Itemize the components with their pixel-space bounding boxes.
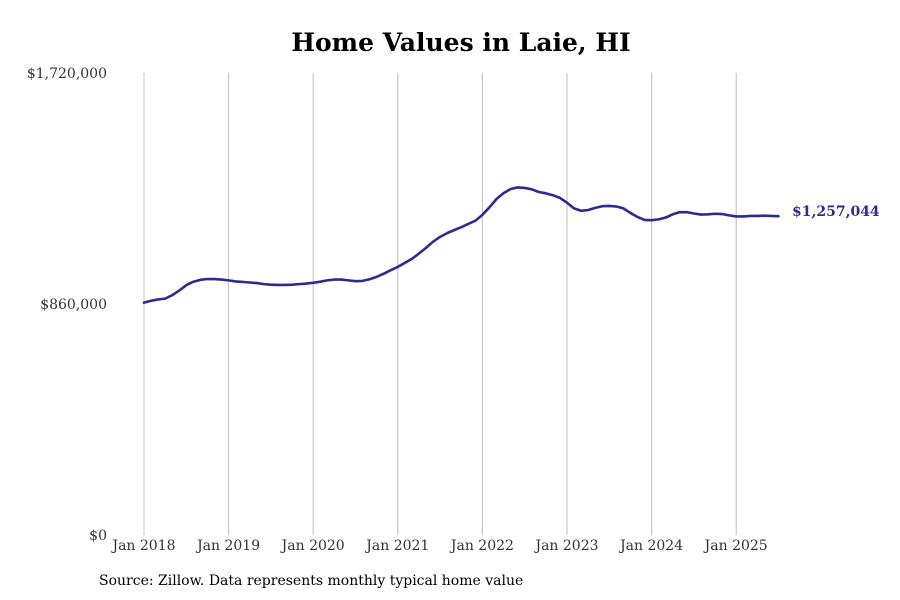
y-tick-label: $0 bbox=[89, 528, 107, 544]
y-tick-label: $860,000 bbox=[40, 297, 107, 313]
end-label-layer: $1,257,044 bbox=[792, 204, 880, 220]
source-note: Source: Zillow. Data represents monthly … bbox=[99, 573, 524, 589]
x-tick-label: Jan 2024 bbox=[618, 538, 683, 554]
x-tick-label: Jan 2023 bbox=[533, 538, 598, 554]
series-layer bbox=[142, 186, 780, 304]
x-axis-ticks: Jan 2018 Jan 2019 Jan 2020 Jan 2021 Jan 2022… bbox=[110, 538, 767, 554]
x-tick-label: Jan 2019 bbox=[195, 538, 260, 554]
chart-title: Home Values in Laie, HI bbox=[291, 28, 631, 57]
y-axis-ticks: $0 $860,000 $1,720,000 bbox=[27, 66, 107, 544]
x-tick-label: Jan 2021 bbox=[364, 538, 429, 554]
x-tick-label: Jan 2022 bbox=[449, 538, 514, 554]
gridlines bbox=[143, 73, 737, 535]
x-tick-label: Jan 2025 bbox=[703, 538, 768, 554]
end-value-label: $1,257,044 bbox=[792, 204, 880, 220]
x-tick-label: Jan 2018 bbox=[110, 538, 175, 554]
x-tick-label: Jan 2020 bbox=[280, 538, 345, 554]
y-tick-label: $1,720,000 bbox=[27, 66, 107, 82]
series-line bbox=[142, 186, 780, 304]
